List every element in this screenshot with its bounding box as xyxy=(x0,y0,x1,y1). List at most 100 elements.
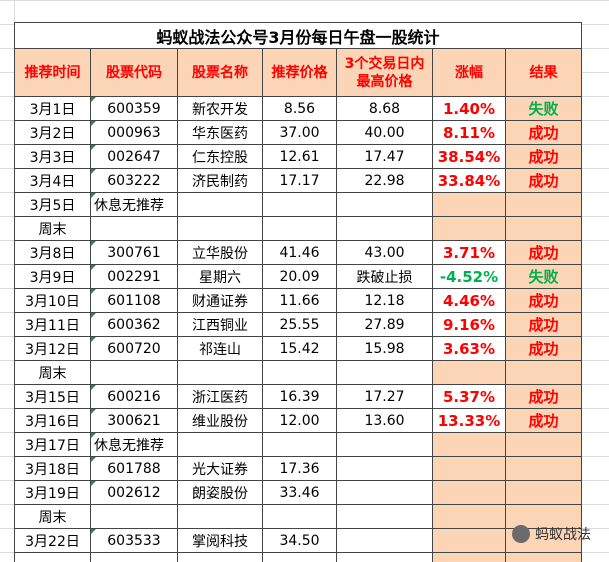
cell xyxy=(505,432,582,457)
cell xyxy=(432,456,506,481)
cell xyxy=(505,552,582,562)
data-row: 3月22日 603533 掌阅科技 34.50 xyxy=(14,528,582,553)
cell: 立华股份 xyxy=(177,240,263,265)
cell: 3月1日 xyxy=(14,96,91,121)
data-row: 3月3日 002647 仁东控股 12.61 17.47 38.54% 成功 xyxy=(14,144,582,169)
cell: 17.27 xyxy=(336,384,433,409)
cell: 休息无推荐 xyxy=(90,432,178,457)
cell: 朗姿股份 xyxy=(177,480,263,505)
cell: 34.50 xyxy=(262,528,337,553)
cell: 3月17日 xyxy=(14,432,91,457)
cell xyxy=(432,432,506,457)
watermark: 蚂蚁战法 xyxy=(512,524,591,544)
row-header-strip xyxy=(0,0,15,562)
data-row: 周末 xyxy=(14,216,582,241)
cell: 600720 xyxy=(90,336,178,361)
header-cell: 3个交易日内最高价格 xyxy=(336,48,433,97)
cell: 成功 xyxy=(505,120,582,145)
cell xyxy=(262,216,337,241)
watermark-icon xyxy=(512,525,530,543)
data-row: 周末 xyxy=(14,360,582,385)
cell xyxy=(262,504,337,529)
cell: 3月2日 xyxy=(14,120,91,145)
cell: 新农开发 xyxy=(177,96,263,121)
data-row: 3月2日 000963 华东医药 37.00 40.00 8.11% 成功 xyxy=(14,120,582,145)
data-row: 3月19日 002612 朗姿股份 33.46 xyxy=(14,480,582,505)
cell: 成功 xyxy=(505,240,582,265)
cell xyxy=(177,552,263,562)
cell: 600359 xyxy=(90,96,178,121)
cell xyxy=(505,480,582,505)
cell: 600362 xyxy=(90,312,178,337)
cell: 3月18日 xyxy=(14,456,91,481)
cell: 4.46% xyxy=(432,288,506,313)
cell xyxy=(432,480,506,505)
cell: 603222 xyxy=(90,168,178,193)
cell: 仁东控股 xyxy=(177,144,263,169)
cell: 3月22日 xyxy=(14,528,91,553)
data-row: 3月9日 002291 星期六 20.09 跌破止损 -4.52% 失败 xyxy=(14,264,582,289)
cell: 16.39 xyxy=(262,384,337,409)
cell: 周末 xyxy=(14,504,91,529)
cell xyxy=(336,504,433,529)
cell xyxy=(505,216,582,241)
cell: 成功 xyxy=(505,288,582,313)
cell xyxy=(90,552,178,562)
cell: 成功 xyxy=(505,144,582,169)
cell xyxy=(336,552,433,562)
header-cell: 涨幅 xyxy=(432,48,506,97)
cell: 3月10日 xyxy=(14,288,91,313)
cell: 13.60 xyxy=(336,408,433,433)
data-row: 3月15日 600216 浙江医药 16.39 17.27 5.37% 成功 xyxy=(14,384,582,409)
cell: 休息无推荐 xyxy=(90,192,178,217)
cell xyxy=(505,360,582,385)
cell xyxy=(262,360,337,385)
cell: 掌阅科技 xyxy=(177,528,263,553)
cell: 12.61 xyxy=(262,144,337,169)
cell xyxy=(432,192,506,217)
cell: 3月8日 xyxy=(14,240,91,265)
cell: 祁连山 xyxy=(177,336,263,361)
data-row: 3月1日 600359 新农开发 8.56 8.68 1.40% 失败 xyxy=(14,96,582,121)
cell: 济民制药 xyxy=(177,168,263,193)
data-row: 3月5日 休息无推荐 xyxy=(14,192,582,217)
cell: 财通证券 xyxy=(177,288,263,313)
cell xyxy=(505,456,582,481)
cell: 3月5日 xyxy=(14,192,91,217)
cell xyxy=(336,432,433,457)
cell: 跌破止损 xyxy=(336,264,433,289)
cell xyxy=(336,456,433,481)
title-row: 蚂蚁战法公众号3月份每日午盘一股统计 xyxy=(14,22,582,49)
cell xyxy=(336,192,433,217)
cell: 3月4日 xyxy=(14,168,91,193)
header-cell: 股票代码 xyxy=(90,48,178,97)
data-row: 3月4日 603222 济民制药 17.17 22.98 33.84% 成功 xyxy=(14,168,582,193)
data-row: 3月10日 601108 财通证券 11.66 12.18 4.46% 成功 xyxy=(14,288,582,313)
cell: 周末 xyxy=(14,360,91,385)
cell: 成功 xyxy=(505,336,582,361)
cell: 3月11日 xyxy=(14,312,91,337)
table-title: 蚂蚁战法公众号3月份每日午盘一股统计 xyxy=(14,22,582,49)
cell: 17.47 xyxy=(336,144,433,169)
data-row: 周末 xyxy=(14,504,582,529)
cell: 3.63% xyxy=(432,336,506,361)
cell: 17.36 xyxy=(262,456,337,481)
cell: 8.68 xyxy=(336,96,433,121)
cell: 002647 xyxy=(90,144,178,169)
cell: 光大证券 xyxy=(177,456,263,481)
cell: 成功 xyxy=(505,312,582,337)
cell xyxy=(90,360,178,385)
cell: 15.42 xyxy=(262,336,337,361)
cell xyxy=(505,504,582,529)
cell xyxy=(262,192,337,217)
cell: 3.71% xyxy=(432,240,506,265)
cell: 000963 xyxy=(90,120,178,145)
cell: 300761 xyxy=(90,240,178,265)
cell: 002612 xyxy=(90,480,178,505)
watermark-text: 蚂蚁战法 xyxy=(535,527,591,543)
cell xyxy=(177,192,263,217)
cell: 成功 xyxy=(505,168,582,193)
cell: 成功 xyxy=(505,384,582,409)
cell: 3月16日 xyxy=(14,408,91,433)
